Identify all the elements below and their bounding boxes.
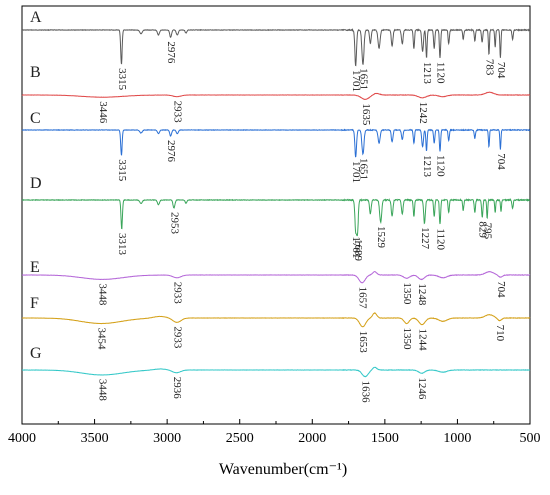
peak-label-C-3315: 3315 [116,159,128,181]
peak-label-A-1120: 1120 [434,62,446,84]
peak-label-D-1701: 1701 [350,236,362,258]
trace-A [21,28,531,67]
x-tick-label: 2500 [226,431,254,446]
peak-label-C-2976: 2976 [165,140,177,163]
trace-letter-E: E [30,259,40,276]
trace-letter-C: C [30,110,41,127]
peak-label-A-1701: 1701 [350,70,362,92]
trace-letter-G: G [30,345,42,362]
trace-C [21,128,531,158]
peak-label-F-1244: 1244 [416,329,428,352]
peak-label-G-1246: 1246 [416,377,428,400]
x-tick-label: 1000 [443,431,471,446]
plot-frame [21,5,531,425]
peak-label-C-1651: 1651 [357,158,369,180]
peak-label-F-2933: 2933 [171,326,183,349]
trace-letter-B: B [30,64,41,81]
peak-label-D-1529: 1529 [375,226,387,249]
peak-label-E-3448: 3448 [97,283,109,306]
peak-label-E-1350: 1350 [401,282,413,305]
trace-letters: A B C D E F G [30,9,42,362]
peak-label-F-1653: 1653 [357,331,369,354]
peak-label-C-1701: 1701 [350,161,362,183]
peak-label-B-1635: 1635 [360,103,372,126]
trace-G [22,366,531,378]
peak-label-D-1227: 1227 [419,227,431,250]
plot-border [21,5,531,425]
peak-label-E-1657: 1657 [357,287,369,310]
peak-label-D-829: 829 [477,221,489,238]
peak-label-E-1248: 1248 [416,283,428,306]
peak-label-D-795: 795 [482,223,494,240]
peak-label-C-704: 704 [495,153,507,170]
peak-label-C-1120: 1120 [434,155,446,177]
peak-label-F-3454: 3454 [96,328,108,351]
x-tick-label: 1500 [371,431,399,446]
x-tick-label: 4000 [8,431,36,446]
peak-label-A-783: 783 [483,59,495,76]
peak-label-F-1350: 1350 [401,328,413,351]
peak-label-B-1242: 1242 [417,102,429,124]
peak-label-A-3315: 3315 [116,68,128,90]
trace-E [21,271,531,284]
peak-label-E-704: 704 [495,281,507,298]
trace-B [21,91,531,100]
trace-letter-F: F [30,295,39,312]
x-tick-label: 3000 [153,431,181,446]
x-axis-title: Wavenumber(cm⁻¹) [219,461,347,478]
x-axis: 4000 3500 3000 2500 2000 1500 1000 500 [8,419,541,446]
peak-label-C-1213: 1213 [421,155,433,178]
peak-label-A-704: 704 [495,62,507,79]
peak-label-F-710: 710 [494,325,506,342]
x-tick-label: 2000 [298,431,326,446]
peak-label-B-2933: 2933 [171,101,183,124]
trace-F [21,312,531,328]
peak-label-A-2976: 2976 [165,41,177,64]
peak-label-A-1213: 1213 [421,62,433,85]
peak-label-D-1120: 1120 [435,228,447,250]
x-tick-label: 500 [520,431,541,446]
trace-letter-A: A [30,9,42,26]
peak-label-G-1636: 1636 [360,381,372,404]
peak-label-G-2936: 2936 [171,377,183,400]
traces [21,28,531,378]
trace-D [21,197,530,237]
peak-label-G-3448: 3448 [97,379,109,402]
peak-label-A-1651: 1651 [357,68,369,90]
trace-letter-D: D [30,175,42,192]
peak-label-B-3446: 3446 [97,101,109,124]
x-tick-label: 3500 [81,431,109,446]
peak-label-D-1689: 1689 [352,239,364,262]
peak-label-D-3313: 3313 [116,233,128,255]
peak-label-E-2933: 2933 [171,282,183,305]
peak-label-D-2953: 2953 [168,212,180,235]
